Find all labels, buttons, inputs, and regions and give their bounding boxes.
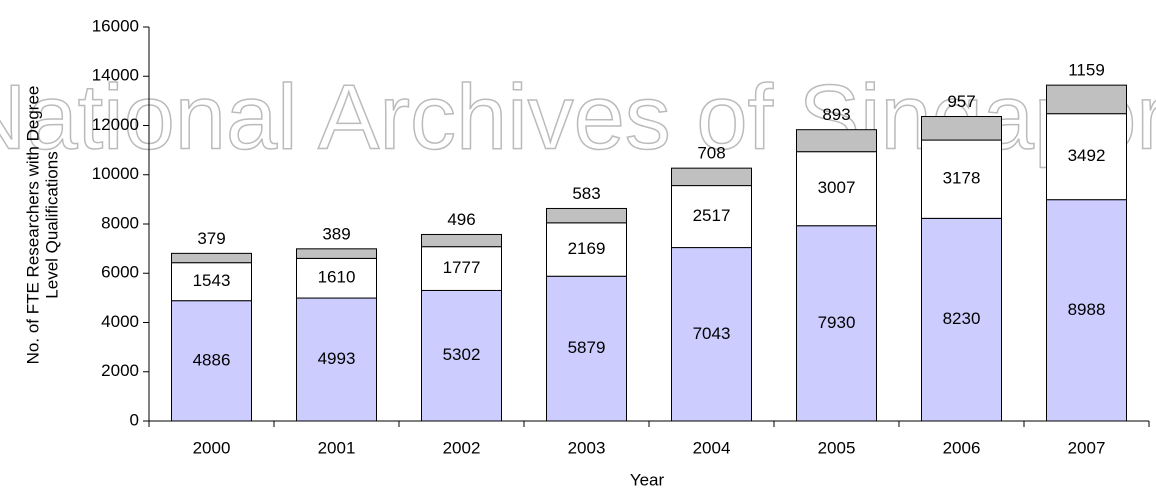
bar-segment <box>171 252 252 264</box>
bar-segment <box>671 247 752 422</box>
y-tick-label: 8000 <box>101 213 139 232</box>
value-label: 708 <box>697 144 725 163</box>
x-tick-label: 2004 <box>693 438 731 457</box>
x-tick-label: 2000 <box>193 438 231 457</box>
x-axis-label: Year <box>630 470 665 489</box>
value-label: 5879 <box>568 338 606 357</box>
value-label: 8230 <box>943 309 981 328</box>
bar-segment <box>296 257 377 299</box>
bar-segment <box>921 217 1002 422</box>
bar-segment <box>546 207 627 224</box>
value-label: 3007 <box>818 178 856 197</box>
x-tick-label: 2007 <box>1068 438 1106 457</box>
y-tick-label: 10000 <box>92 164 139 183</box>
y-tick-label: 2000 <box>101 361 139 380</box>
value-label: 379 <box>197 229 225 248</box>
x-tick-label: 2006 <box>943 438 981 457</box>
y-tick-label: 6000 <box>101 263 139 282</box>
x-tick-label: 2001 <box>318 438 356 457</box>
value-label: 8988 <box>1068 300 1106 319</box>
y-axis-label: No. of FTE Researchers with Degree Level… <box>23 86 61 365</box>
bar-segment <box>796 129 877 153</box>
y-axis-label-line: Level Qualifications <box>42 151 61 298</box>
bar-segment <box>1046 84 1127 115</box>
bar-segment <box>1046 199 1127 422</box>
bar-segment <box>1046 113 1127 201</box>
bar-segment <box>546 222 627 277</box>
bar-segment <box>921 139 1002 219</box>
y-axis-label-line: No. of FTE Researchers with Degree <box>23 86 42 365</box>
bar-segment <box>421 246 502 291</box>
value-label: 4993 <box>318 349 356 368</box>
bar-segment <box>171 262 252 302</box>
value-label: 2169 <box>568 239 606 258</box>
value-label: 496 <box>447 210 475 229</box>
x-tick-label: 2005 <box>818 438 856 457</box>
bar-segment <box>796 151 877 227</box>
bar-segment <box>296 248 377 259</box>
bar-segment <box>921 116 1002 141</box>
value-label: 1159 <box>1068 61 1105 80</box>
x-tick-label: 2002 <box>443 438 481 457</box>
value-label: 7043 <box>693 324 731 343</box>
y-tick-label: 14000 <box>92 66 139 85</box>
x-tick-label: 2003 <box>568 438 606 457</box>
bar-segment <box>171 300 252 422</box>
value-label: 583 <box>572 184 600 203</box>
value-label: 893 <box>822 105 850 124</box>
bar-segment <box>421 233 502 248</box>
value-label: 7930 <box>818 313 856 332</box>
bar-segment <box>421 289 502 422</box>
bar-segment <box>796 225 877 422</box>
value-label: 1610 <box>318 268 356 287</box>
value-label: 3492 <box>1068 146 1106 165</box>
value-label: 5302 <box>443 345 481 364</box>
value-label: 957 <box>947 92 975 111</box>
y-tick-label: 12000 <box>92 115 139 134</box>
y-tick-label: 0 <box>130 410 139 429</box>
value-label: 3178 <box>943 169 981 188</box>
value-label: 1777 <box>443 258 481 277</box>
bar-segment <box>671 167 752 187</box>
value-label: 4886 <box>193 350 231 369</box>
value-label: 1543 <box>193 271 231 290</box>
value-label: 389 <box>322 224 350 243</box>
y-tick-label: 16000 <box>92 16 139 35</box>
y-tick-label: 4000 <box>101 312 139 331</box>
bar-segment <box>671 185 752 249</box>
value-label: 2517 <box>693 206 731 225</box>
